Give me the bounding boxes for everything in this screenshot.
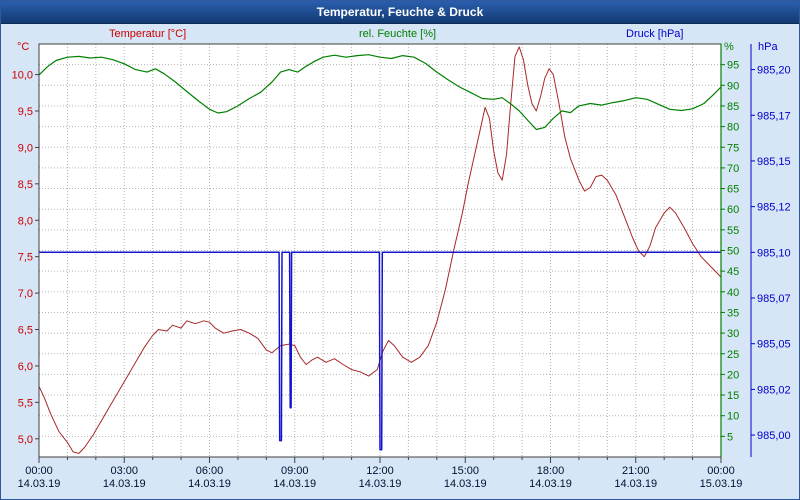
svg-text:95: 95 (727, 60, 739, 72)
axis-time: 00:0014.03.1903:0014.03.1906:0014.03.190… (18, 457, 743, 490)
svg-text:15.03.19: 15.03.19 (700, 478, 743, 490)
svg-text:6,0: 6,0 (18, 361, 33, 373)
svg-text:14.03.19: 14.03.19 (188, 478, 231, 490)
svg-text:14.03.19: 14.03.19 (18, 478, 61, 490)
legend-temperature: Temperatur [°C] (109, 28, 187, 40)
svg-text:14.03.19: 14.03.19 (103, 478, 146, 490)
temp-axis-unit: °C (17, 41, 30, 53)
svg-text:985,02: 985,02 (757, 384, 791, 396)
svg-text:6,5: 6,5 (18, 325, 33, 337)
svg-text:5,5: 5,5 (18, 397, 33, 409)
svg-text:09:00: 09:00 (281, 465, 309, 477)
svg-text:03:00: 03:00 (110, 465, 138, 477)
svg-text:7,0: 7,0 (18, 288, 33, 300)
legend-humidity: rel. Feuchte [%] (359, 28, 437, 40)
svg-text:30: 30 (727, 328, 739, 340)
svg-text:12:00: 12:00 (366, 465, 394, 477)
svg-text:25: 25 (727, 349, 739, 361)
svg-text:45: 45 (727, 266, 739, 278)
pressure-axis-unit: hPa (758, 41, 778, 53)
svg-text:00:00: 00:00 (707, 465, 735, 477)
svg-text:14.03.19: 14.03.19 (614, 478, 657, 490)
svg-text:50: 50 (727, 246, 739, 258)
svg-text:985,00: 985,00 (757, 430, 791, 442)
svg-text:985,12: 985,12 (757, 202, 791, 214)
title-bar: Temperatur, Feuchte & Druck (1, 1, 799, 24)
svg-text:14.03.19: 14.03.19 (359, 478, 402, 490)
svg-text:21:00: 21:00 (622, 465, 650, 477)
series-group (39, 46, 721, 454)
svg-text:18:00: 18:00 (537, 465, 565, 477)
svg-text:985,05: 985,05 (757, 339, 791, 351)
svg-text:40: 40 (727, 287, 739, 299)
svg-text:985,07: 985,07 (757, 293, 791, 305)
svg-text:20: 20 (727, 369, 739, 381)
axis-pressure: 985,20 985,17 985,15 985,12 985,10 985,07 985,… (750, 44, 791, 457)
svg-text:5,0: 5,0 (18, 434, 33, 446)
series-temperature (39, 46, 721, 454)
svg-text:80: 80 (727, 122, 739, 134)
legend-pressure: Druck [hPa] (626, 28, 684, 40)
svg-text:70: 70 (727, 163, 739, 175)
series-pressure (39, 251, 721, 451)
svg-text:10: 10 (727, 411, 739, 423)
svg-text:14.03.19: 14.03.19 (529, 478, 572, 490)
svg-text:5: 5 (727, 431, 733, 443)
svg-text:35: 35 (727, 307, 739, 319)
svg-text:985,17: 985,17 (757, 110, 791, 122)
svg-text:9,0: 9,0 (18, 142, 33, 154)
svg-text:14.03.19: 14.03.19 (444, 478, 487, 490)
svg-text:65: 65 (727, 184, 739, 196)
svg-text:15:00: 15:00 (451, 465, 479, 477)
series-humidity (39, 54, 721, 131)
chart-canvas: 10,0 9,5 9,0 8,5 8,0 7,5 7,0 6,5 6,0 5,5 5,0 95 90 85… (12, 43, 791, 490)
svg-text:7,5: 7,5 (18, 252, 33, 264)
svg-text:75: 75 (727, 142, 739, 154)
svg-text:14.03.19: 14.03.19 (273, 478, 316, 490)
svg-text:985,15: 985,15 (757, 156, 791, 168)
axis-temperature: 10,0 9,5 9,0 8,5 8,0 7,5 7,0 6,5 6,0 5,5 5,0 (12, 70, 39, 446)
svg-text:15: 15 (727, 390, 739, 402)
svg-text:9,5: 9,5 (18, 106, 33, 118)
svg-text:60: 60 (727, 204, 739, 216)
axis-humidity: 95 90 85 80 75 70 65 60 55 50 45 40 35 30 25 20 15 10 5 (720, 44, 739, 457)
humidity-axis-unit: % (724, 41, 734, 53)
svg-text:8,0: 8,0 (18, 215, 33, 227)
svg-text:985,20: 985,20 (757, 65, 791, 77)
window-title: Temperatur, Feuchte & Druck (316, 5, 484, 19)
svg-text:00:00: 00:00 (25, 465, 53, 477)
svg-text:8,5: 8,5 (18, 179, 33, 191)
svg-text:985,10: 985,10 (757, 247, 791, 259)
svg-text:06:00: 06:00 (196, 465, 224, 477)
svg-text:55: 55 (727, 225, 739, 237)
svg-text:90: 90 (727, 80, 739, 92)
svg-text:85: 85 (727, 101, 739, 113)
svg-text:10,0: 10,0 (12, 70, 33, 82)
chart-area: 10,0 9,5 9,0 8,5 8,0 7,5 7,0 6,5 6,0 5,5 5,0 95 90 85… (1, 24, 799, 499)
